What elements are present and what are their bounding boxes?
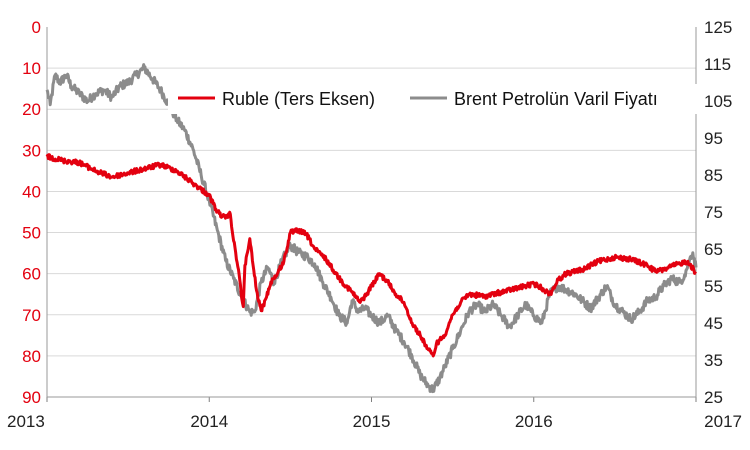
right-axis-tick-label: 85 (704, 166, 723, 185)
axes (46, 27, 697, 402)
x-axis-ticks: 2013 2014 2015 2016 2017 (7, 412, 742, 431)
right-axis-tick-label: 35 (704, 351, 723, 370)
legend-label-ruble: Ruble (Ters Eksen) (222, 89, 375, 109)
left-axis-tick-label: 50 (22, 224, 41, 243)
left-axis-tick-label: 10 (22, 59, 41, 78)
right-axis-ticks: 125 115 105 95 85 75 65 55 45 35 25 (704, 18, 732, 407)
x-axis-tick-label: 2014 (190, 412, 228, 431)
right-axis-tick-label: 125 (704, 18, 732, 37)
left-axis-tick-label: 90 (22, 388, 41, 407)
legend-label-brent: Brent Petrolün Varil Fiyatı (454, 89, 658, 109)
left-axis-tick-label: 70 (22, 306, 41, 325)
left-axis-tick-label: 30 (22, 141, 41, 160)
left-axis-tick-label: 60 (22, 265, 41, 284)
left-axis-tick-label: 20 (22, 100, 41, 119)
series-line-brent (45, 63, 698, 394)
right-axis-tick-label: 75 (704, 203, 723, 222)
legend: Ruble (Ters Eksen) Brent Petrolün Varil … (168, 84, 698, 114)
right-axis-tick-label: 25 (704, 388, 723, 407)
series-line-ruble (45, 153, 698, 358)
left-axis-ticks: 0 10 20 30 40 50 60 70 80 90 (22, 18, 41, 407)
series-layer (45, 63, 698, 394)
left-axis-tick-label: 40 (22, 182, 41, 201)
gridlines (47, 67, 696, 357)
right-axis-tick-label: 45 (704, 314, 723, 333)
x-axis-tick-label: 2017 (704, 412, 742, 431)
right-axis-tick-label: 95 (704, 129, 723, 148)
right-axis-tick-label: 65 (704, 240, 723, 259)
right-axis-tick-label: 105 (704, 92, 732, 111)
left-axis-tick-label: 0 (32, 18, 41, 37)
x-axis-tick-label: 2013 (7, 412, 45, 431)
left-axis-tick-label: 80 (22, 347, 41, 366)
x-axis-tick-label: 2015 (353, 412, 391, 431)
x-axis-tick-label: 2016 (515, 412, 553, 431)
right-axis-tick-label: 55 (704, 277, 723, 296)
right-axis-tick-label: 115 (704, 55, 731, 74)
